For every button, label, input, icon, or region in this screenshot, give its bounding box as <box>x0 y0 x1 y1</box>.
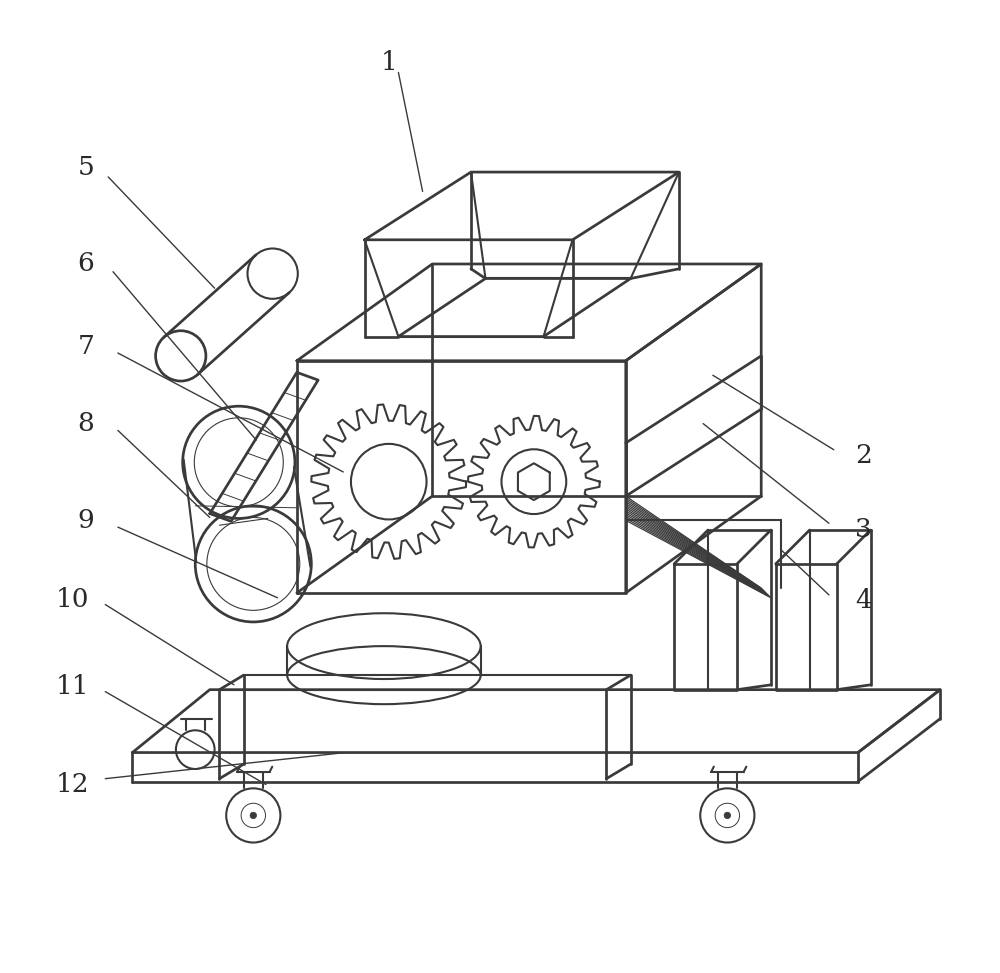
Text: 11: 11 <box>56 674 89 700</box>
Text: 1: 1 <box>380 51 397 75</box>
Text: 4: 4 <box>855 588 872 613</box>
Text: 9: 9 <box>78 508 94 533</box>
Text: 10: 10 <box>56 587 89 612</box>
Text: 6: 6 <box>78 251 94 276</box>
Text: 2: 2 <box>855 443 872 468</box>
Circle shape <box>724 812 731 818</box>
Text: 12: 12 <box>56 772 89 797</box>
Text: 5: 5 <box>78 155 94 180</box>
Text: 7: 7 <box>77 334 94 359</box>
Circle shape <box>250 812 257 818</box>
Text: 8: 8 <box>78 412 94 436</box>
Text: 3: 3 <box>855 517 872 542</box>
